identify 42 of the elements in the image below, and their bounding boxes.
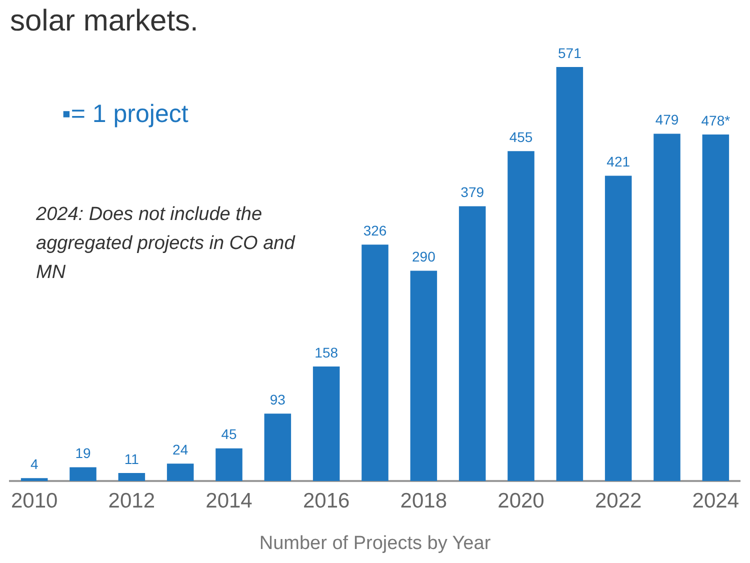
x-tick-label: 2020 <box>498 489 544 512</box>
data-label: 421 <box>606 154 630 170</box>
data-label: 479 <box>655 112 679 128</box>
bar <box>264 414 292 481</box>
bar <box>604 176 632 481</box>
data-label: 478* <box>701 112 731 128</box>
data-label: 290 <box>412 248 436 265</box>
bar <box>312 366 340 481</box>
data-label: 455 <box>509 128 533 145</box>
annotation: ▪= 1 project <box>62 100 188 129</box>
bar <box>702 134 730 481</box>
bar <box>654 134 680 481</box>
bar <box>556 67 584 481</box>
bar <box>216 448 242 481</box>
data-label: 93 <box>270 391 286 408</box>
data-label: 326 <box>363 222 387 239</box>
x-tick-label: 2022 <box>594 489 642 512</box>
data-label: 45 <box>221 426 237 442</box>
bar <box>458 206 486 481</box>
data-label: 158 <box>314 344 338 360</box>
x-axis-title: Number of Projects by Year <box>259 532 492 554</box>
bar <box>118 473 146 481</box>
x-tick-label: 2014 <box>206 489 253 512</box>
bar <box>70 467 96 481</box>
x-tick-label: 2016 <box>302 489 350 512</box>
bar <box>508 151 534 481</box>
bar <box>20 478 48 481</box>
x-tick-label: 2012 <box>108 489 156 512</box>
x-tick-label: 2024 <box>692 489 740 512</box>
data-label: 4 <box>30 456 38 472</box>
bar <box>166 464 194 481</box>
data-label: 19 <box>75 445 91 462</box>
data-label: 571 <box>558 44 582 61</box>
bar <box>410 270 438 481</box>
data-label: 11 <box>124 450 140 467</box>
bar <box>362 244 388 481</box>
data-label: 24 <box>172 441 188 458</box>
chart-title: solar markets. <box>10 4 198 38</box>
x-tick-label: 2018 <box>400 489 448 512</box>
x-tick-label: 2010 <box>10 489 58 512</box>
data-label: 379 <box>460 184 484 200</box>
annotation: 2024: Does not include the aggregated projects in CO and MN <box>36 203 296 285</box>
